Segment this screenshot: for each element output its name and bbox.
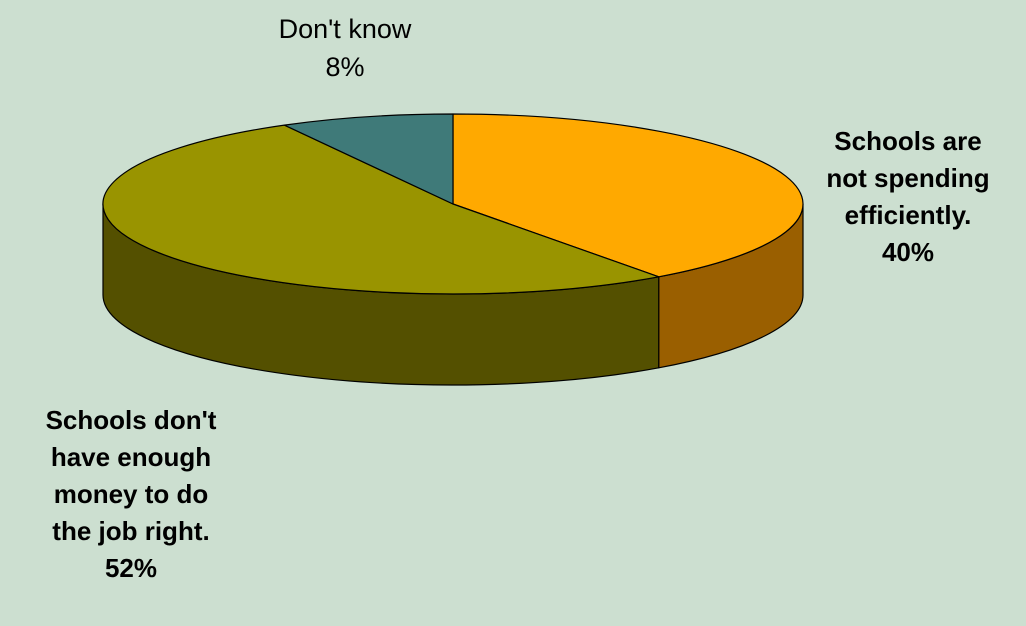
label-line: the job right. bbox=[52, 516, 210, 546]
label-line: not spending bbox=[826, 163, 990, 193]
label-line: money to do bbox=[53, 479, 209, 509]
label-value: 40% bbox=[881, 237, 935, 267]
slice-not-enough-money-top bbox=[102, 124, 660, 295]
slice-label-dont-know: Don't know 8% bbox=[210, 10, 480, 86]
slice-dont-know-top bbox=[283, 113, 454, 205]
label-value: 8% bbox=[325, 52, 365, 82]
slice-not-spending-efficiently-top bbox=[452, 113, 804, 278]
label-line: efficiently. bbox=[844, 200, 972, 230]
label-line: have enough bbox=[50, 442, 212, 472]
label-line: Schools don't bbox=[45, 405, 217, 435]
label-line: Don't know bbox=[278, 14, 412, 44]
label-line: Schools are bbox=[834, 126, 982, 156]
slice-label-not-enough-money: Schools don't have enough money to do th… bbox=[0, 402, 262, 587]
slice-label-not-spending-efficiently: Schools are not spending efficiently. 40… bbox=[790, 123, 1026, 271]
label-value: 52% bbox=[104, 553, 158, 583]
